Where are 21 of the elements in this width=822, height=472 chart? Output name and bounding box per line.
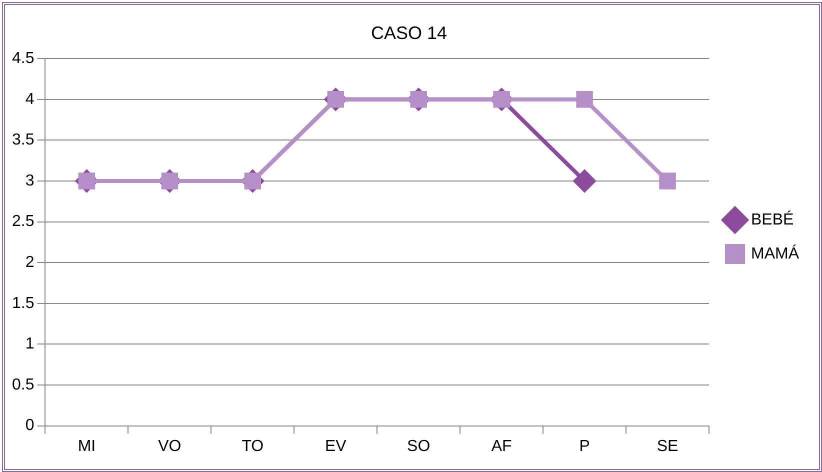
y-tick-label: 2.5 [12,213,34,230]
x-tick-label: VO [158,438,182,455]
y-tick-label: 1 [25,336,34,353]
y-tick-label: 0 [25,417,34,434]
x-tick-label: P [579,438,590,455]
y-tick-label: 1.5 [12,294,34,312]
y-tick-label: 3 [25,172,34,190]
legend-label: BEBÉ [751,210,794,228]
legend-label: MAMÁ [751,244,800,262]
y-tick-label: 3.5 [12,132,34,149]
chart-title: CASO 14 [370,22,448,43]
y-tick-label: 2 [25,254,34,272]
y-tick-label: 4 [25,90,34,108]
x-tick-label: TO [242,438,264,455]
x-tick-label: EV [324,438,347,455]
y-tick-label: 0.5 [12,376,34,394]
y-tick-label: 4.5 [12,50,34,68]
x-tick-label: SE [656,438,678,455]
x-tick-label: MI [78,438,96,455]
x-tick-label: AF [491,438,512,455]
x-tick-label: SO [407,438,430,455]
